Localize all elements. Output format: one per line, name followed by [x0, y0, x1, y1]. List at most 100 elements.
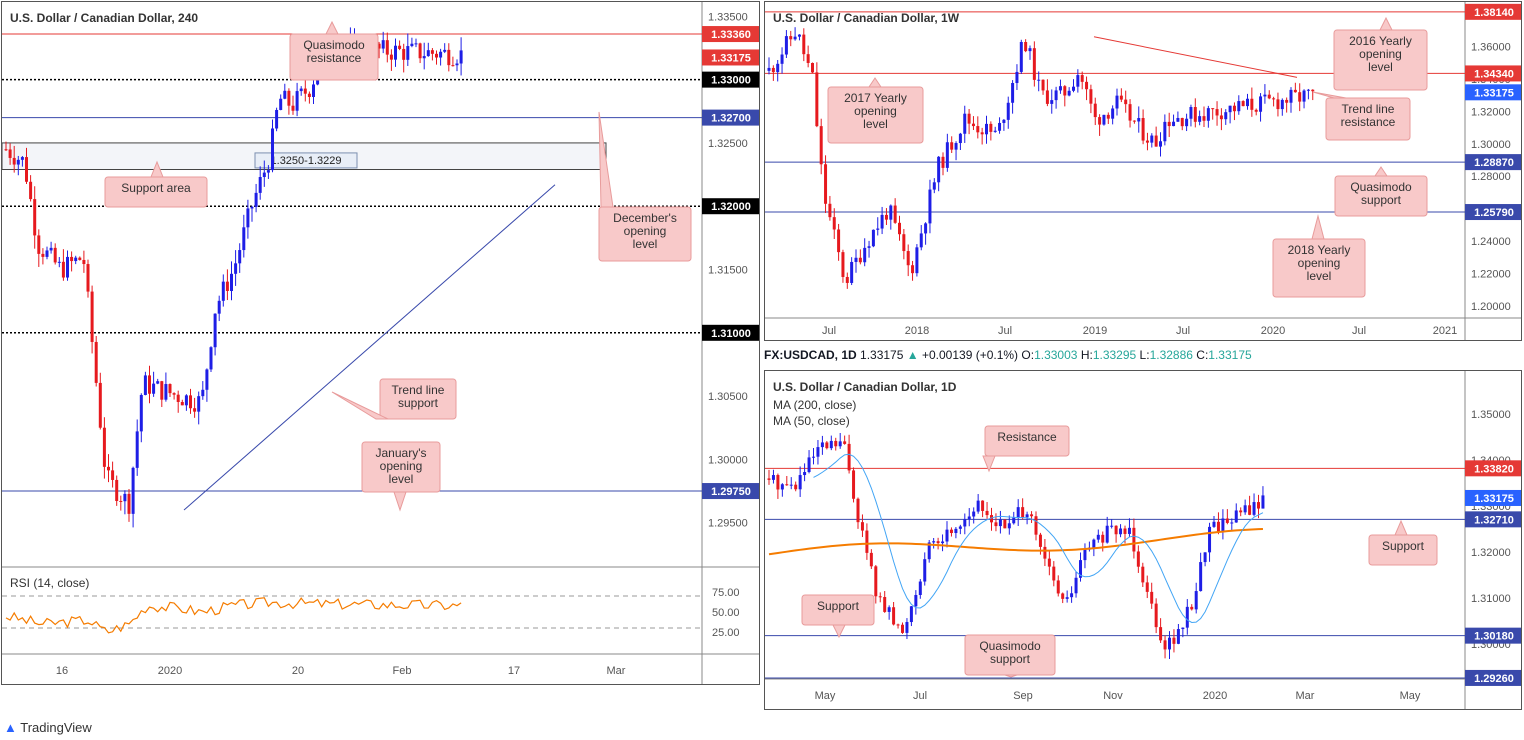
level-d-0-tag-text: 1.33820 — [1474, 463, 1514, 475]
callout-2017-text: opening — [854, 104, 897, 118]
x-tick-label: Jul — [998, 325, 1012, 337]
candle-240-candle — [131, 467, 135, 514]
candle-240-candle — [430, 50, 434, 54]
candle-weekly-candle — [854, 257, 858, 262]
candle-weekly-candle — [1219, 115, 1223, 120]
candle-daily-candle — [905, 622, 909, 633]
candle-daily-candle — [865, 530, 869, 553]
candle-weekly-candle — [1132, 120, 1136, 122]
callout-2018-text: level — [1307, 269, 1332, 283]
callout-qm-daily-text: support — [990, 652, 1031, 666]
candle-weekly-candle — [1058, 86, 1062, 91]
callout-support-right-text: Support — [1382, 539, 1425, 553]
chart-240[interactable]: 1.33500 1.33000 1.32500 1.32000 1.31500 1.310… — [1, 1, 760, 685]
candle-weekly-candle — [950, 142, 954, 150]
candle-weekly-candle — [845, 276, 849, 283]
chart-weekly[interactable]: 1.360001.340001.320001.300001.280001.260… — [764, 1, 1523, 341]
candle-daily-candle — [856, 498, 860, 523]
rsi-label: RSI (14, close) — [10, 576, 89, 590]
candle-weekly-candle — [793, 36, 797, 40]
candle-weekly-candle — [1293, 89, 1297, 93]
candle-weekly-candle — [937, 156, 941, 183]
candle-weekly-candle — [928, 189, 932, 224]
candle-240-candle — [291, 105, 295, 111]
candle-daily-candle — [874, 566, 878, 597]
candle-240-candle — [426, 50, 430, 57]
candle-weekly-candle — [976, 126, 980, 133]
candle-daily-candle — [892, 607, 896, 625]
candle-weekly-candle — [1067, 90, 1071, 96]
level-w-2-tag — [1465, 84, 1523, 101]
y-tick-label: 1.24000 — [1471, 236, 1511, 248]
level-w-1-tag-text: 1.34340 — [1474, 68, 1514, 80]
daily-header: FX:USDCAD, 1D 1.33175 ▲ +0.00139 (+0.1%)… — [764, 348, 1252, 362]
candle-weekly-candle — [1098, 117, 1102, 125]
level-240-3-tag-text: 1.32700 — [711, 113, 751, 125]
candle-weekly-candle — [967, 113, 971, 124]
candle-daily-candle — [883, 597, 887, 612]
candle-weekly-candle — [1041, 79, 1045, 91]
candle-weekly-candle — [1176, 117, 1180, 122]
candle-weekly-candle — [919, 233, 923, 248]
candle-240-candle — [176, 394, 180, 402]
candle-daily-candle — [990, 515, 993, 523]
candle-240-candle — [422, 56, 426, 59]
candle-240-candle — [279, 98, 283, 110]
candle-daily-candle — [1030, 514, 1034, 517]
candle-daily-candle — [909, 606, 913, 623]
level-240-4-tag-text: 1.32000 — [711, 201, 751, 213]
candle-240-candle — [53, 247, 57, 263]
candle-daily-candle — [932, 541, 936, 543]
candle-daily-candle — [807, 457, 811, 473]
candle-240-candle — [410, 43, 414, 47]
level-240-2-tag — [702, 71, 760, 88]
candle-weekly-candle — [1241, 101, 1245, 107]
candle-weekly-candle — [1193, 107, 1197, 122]
candle-weekly-candle — [1019, 42, 1023, 72]
chart-daily[interactable]: 1.350001.340001.330001.320001.310001.300… — [764, 370, 1523, 710]
candle-weekly-candle — [1137, 118, 1141, 122]
candle-weekly-candle — [828, 203, 832, 218]
candle-daily-candle — [1056, 580, 1060, 594]
candle-240-candle — [184, 395, 188, 406]
candle-weekly-candle — [1302, 90, 1306, 102]
candle-daily-candle — [1252, 502, 1256, 515]
candle-weekly-candle — [1259, 96, 1263, 112]
candle-weekly-candle — [1224, 112, 1228, 120]
candle-240-candle — [20, 157, 24, 160]
candle-240-candle — [213, 313, 217, 348]
candle-240-candle — [172, 393, 176, 395]
y-tick-label: 1.29500 — [708, 518, 748, 530]
candle-weekly-candle — [1154, 135, 1158, 147]
candle-daily-candle — [1257, 502, 1260, 509]
candle-240-candle — [230, 273, 233, 291]
level-240-2-tag-text: 1.33000 — [711, 75, 751, 87]
y-tick-label: 1.32500 — [708, 138, 748, 150]
candle-daily-candle — [825, 442, 829, 449]
level-240-0-tag-text: 1.33360 — [711, 29, 751, 41]
candle-daily-candle — [1114, 525, 1118, 535]
candle-daily-candle — [1261, 495, 1265, 509]
zone-label-box — [254, 152, 358, 169]
x-tick-label: 2020 — [1261, 325, 1285, 337]
candle-daily-candle — [949, 529, 953, 534]
candle-240-candle — [266, 170, 270, 173]
candle-weekly-candle — [1285, 99, 1289, 103]
candle-daily-candle — [1047, 558, 1051, 567]
callout-january-text: opening — [380, 459, 423, 473]
candle-weekly-candle — [911, 265, 915, 274]
candle-weekly-candle — [1250, 98, 1254, 110]
callout-qm-text: support — [1361, 193, 1402, 207]
level-240-0-tag — [702, 26, 760, 43]
candle-weekly-candle — [1150, 135, 1154, 143]
callout-2016-text: 2016 Yearly — [1349, 34, 1412, 48]
callout-december-box — [598, 206, 692, 262]
callout-2018-text: 2018 Yearly — [1288, 243, 1351, 257]
candle-daily-candle — [812, 456, 815, 458]
candle-240-candle — [295, 91, 299, 111]
candle-daily-candle — [1185, 606, 1189, 628]
candle-weekly-candle — [932, 182, 936, 190]
candle-daily-candle — [838, 441, 842, 447]
y-tick-label: 1.35000 — [1471, 409, 1511, 421]
candle-daily-candle — [963, 519, 967, 527]
